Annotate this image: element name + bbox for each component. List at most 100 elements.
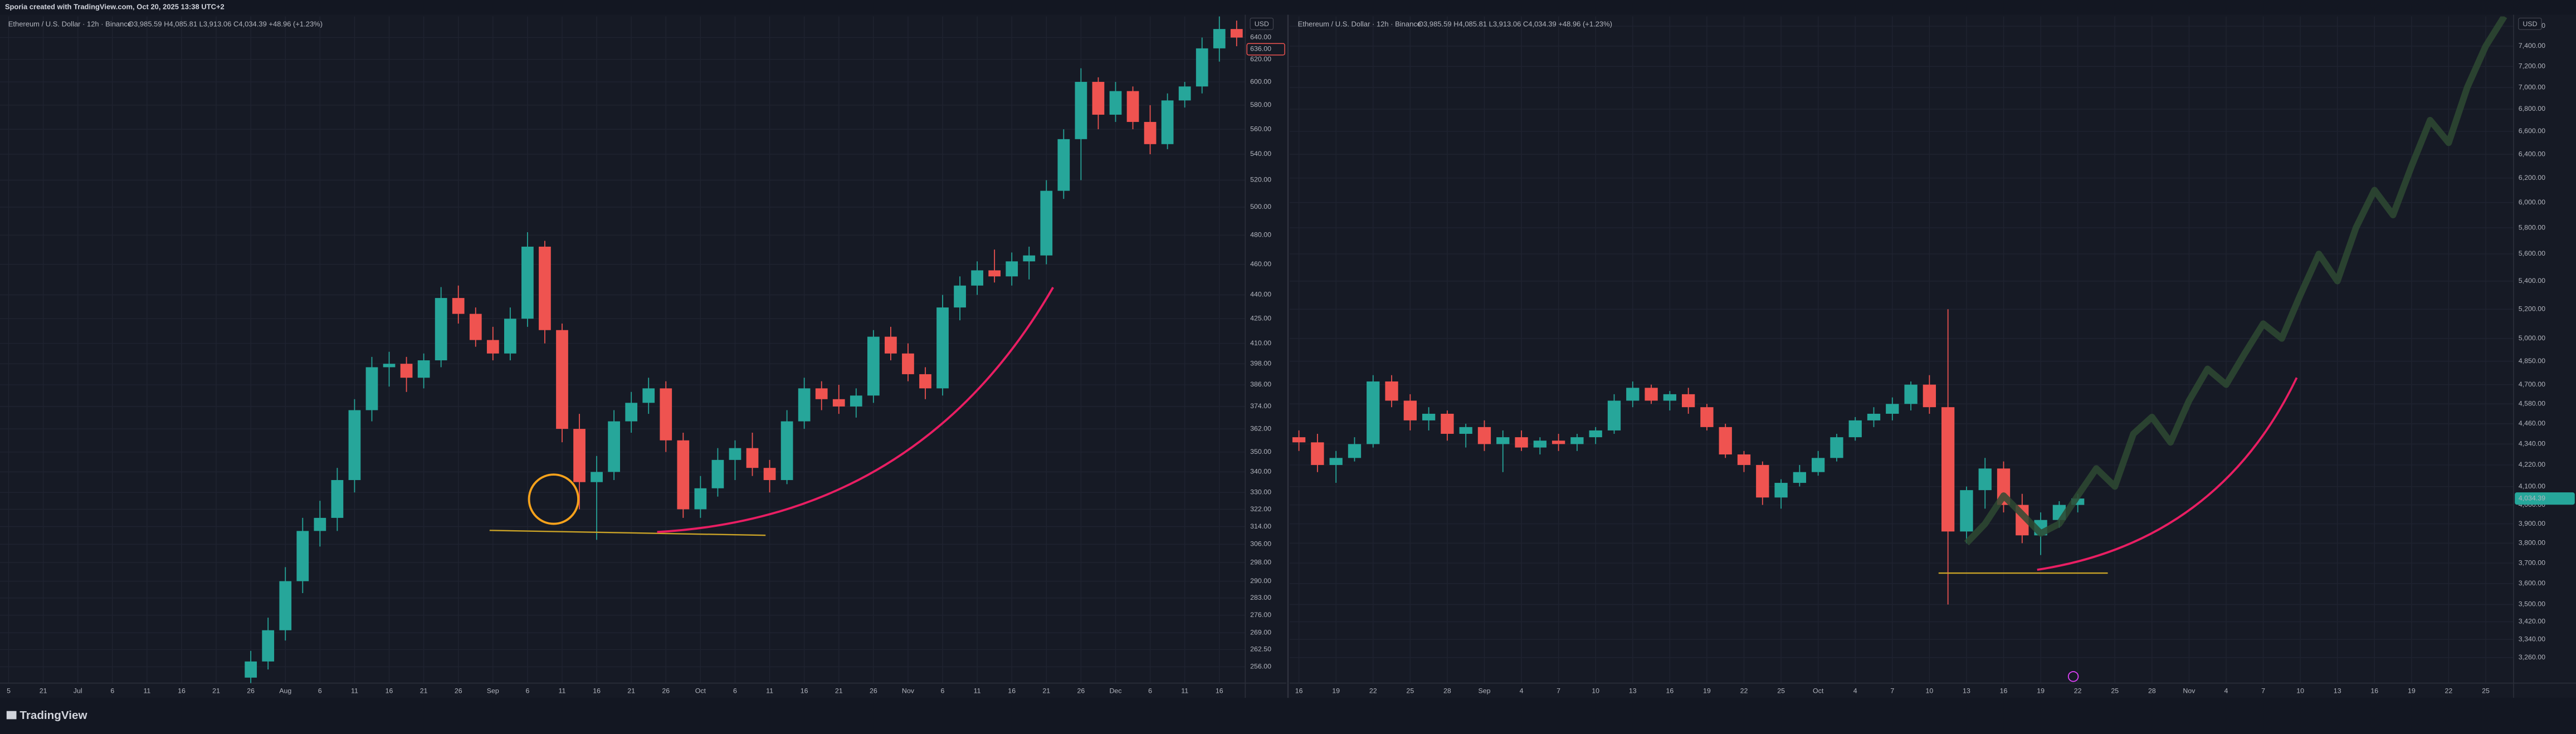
candle-body [1663,394,1676,401]
header-text: Sporia created with TradingView.com, Oct… [5,3,225,11]
candle-body [1589,430,1602,438]
y-tick-label: 5,000.00 [2519,334,2545,342]
candle-body [1092,82,1105,115]
x-tick-label: Aug [279,687,291,695]
x-tick-label: 21 [40,687,47,695]
x-tick-label: 16 [1216,687,1223,695]
x-tick-label: 11 [766,687,773,695]
x-tick-label: 21 [212,687,220,695]
candle-body [1477,427,1491,444]
candle-body [1867,413,1881,420]
y-tick-label: 4,580.00 [2519,400,2545,408]
x-tick-label: 11 [351,687,358,695]
y-tick-label: 4,460.00 [2519,419,2545,427]
plot-area [1292,16,2507,605]
x-tick-label: 6 [525,687,529,695]
candle-body [919,374,931,389]
unit-box [2518,17,2542,30]
candle-body [1607,400,1621,430]
candle-body [1904,384,1918,404]
x-tick-label: 16 [2000,687,2008,695]
y-tick-label: 6,000.00 [2519,198,2545,206]
candle-body [815,388,828,399]
candle-body [936,307,949,389]
legend-ohlc: O3,985.59 H4,085.81 L3,913.06 C4,034.39 … [128,20,323,28]
plot-area [245,16,1243,683]
candle-body [2071,498,2085,505]
candle-body [711,459,724,488]
candle-body [331,480,344,518]
y-tick-label: 3,500.00 [2519,600,2545,608]
x-tick-label: 21 [627,687,635,695]
candle-body [763,468,776,481]
candle-body [694,488,707,510]
footer-logo: TradingView [6,709,87,722]
last-price: 4,034.39 [2519,494,2545,502]
y-tick-label: 362.00 [1250,424,1271,432]
y-tick-label: 640.00 [1250,33,1271,41]
candle-body [1941,407,1955,532]
x-tick-label: Sep [487,687,499,695]
candle-body [1978,468,1992,491]
candle-body [1848,420,1862,438]
candle-body [1329,458,1343,465]
y-tick-label: 276.00 [1250,611,1271,619]
x-tick-label: 26 [1077,687,1085,695]
candle-body [642,388,655,403]
projection-line [1964,16,2507,546]
x-tick-label: 16 [801,687,808,695]
drawings [489,287,2298,682]
x-tick-label: 10 [1592,687,1599,695]
candle-body [954,285,966,308]
x-tick-label: 16 [1295,687,1303,695]
x-tick-label: Nov [2183,687,2196,695]
candle-body [1385,381,1398,401]
y-tick-label: 7,200.00 [2519,62,2545,70]
candle-body [556,330,568,429]
y-tick-label: 374.00 [1250,402,1271,410]
x-tick-label: 16 [386,687,393,695]
y-tick-label: 4,700.00 [2519,380,2545,388]
candle-body [279,581,292,630]
y-tick-label: 5,400.00 [2519,277,2545,285]
candle-body [1230,29,1243,38]
y-tick-label: 3,340.00 [2519,635,2545,643]
x-tick-label: Sep [1478,687,1490,695]
y-tick-label: 330.00 [1250,488,1271,496]
x-tick-label: 10 [1925,687,1933,695]
y-tick-label: 440.00 [1250,291,1271,299]
y-tick-label: 3,700.00 [2519,559,2545,566]
y-tick-label: 3,800.00 [2519,539,2545,547]
candle-body [867,336,880,396]
candle-body [314,517,326,531]
curve [657,287,1054,534]
candle-body [1811,458,1825,472]
candle-body [1533,441,1546,448]
event-icon[interactable] [2067,671,2079,682]
x-tick-label: Oct [1813,687,1824,695]
x-tick-label: 16 [1008,687,1016,695]
candle-body [1756,464,1769,498]
x-tick-label: 19 [1703,687,1711,695]
candle-body [1719,427,1732,455]
y-tick-label: 283.00 [1250,594,1271,601]
y-tick-label: 600.00 [1250,77,1271,85]
y-tick-label: 7,000.00 [2519,83,2545,91]
last-price: 636.00 [1250,45,1271,53]
candle-body [1441,413,1454,434]
x-tick-label: 11 [974,687,981,695]
candle-body [486,340,499,354]
y-tick-label: 350.00 [1250,448,1271,456]
last-price-tag [1246,43,1285,56]
candle-body [1292,437,1306,443]
candle-body [1774,483,1788,498]
chart: 3,260.00 3,340.00 3,420.00 3,500.00 3,600.00… [1289,14,2576,698]
candle-body [1126,91,1139,122]
y-tick-label: 5,800.00 [2519,223,2545,231]
candle-body [1161,100,1174,144]
candle-body [435,298,447,361]
candle-body [383,364,396,368]
right-panel [1289,14,2576,698]
candle-body [262,630,275,662]
